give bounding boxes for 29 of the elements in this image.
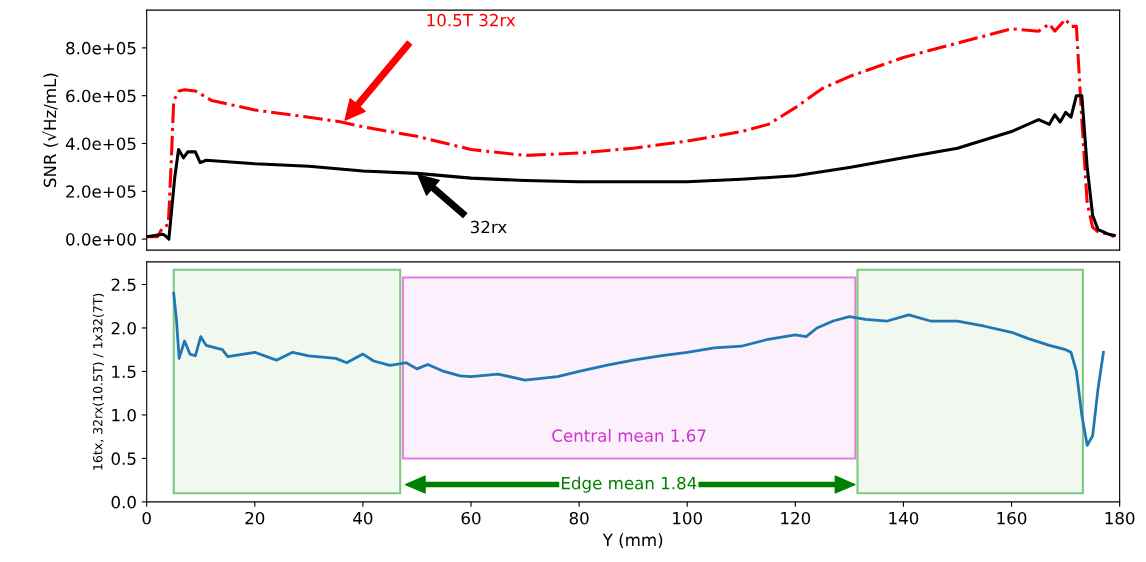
annotation: Central mean 1.67 [552, 429, 706, 442]
x-tick-label: 60 [461, 511, 481, 525]
y-tick-label: 0.0 [111, 495, 136, 509]
y-tick-label: 8.0e+05 [66, 41, 136, 55]
x-tick-label: 100 [673, 511, 703, 525]
x-tick-label: 160 [997, 511, 1027, 525]
y-tick-label: 1.5 [112, 365, 136, 379]
y-tick-label: 0.0e+00 [66, 233, 136, 246]
x-tick-label: 80 [569, 511, 589, 525]
y-tick-label: 1.0 [112, 408, 136, 422]
y-tick-label: 4.0e+05 [65, 137, 136, 151]
y-axis-title: 16tx, 32rx(10.5T) / 1x32(7T) [92, 293, 104, 470]
line-series [172, 291, 1105, 447]
annotation: 10.5T 32rx [427, 13, 516, 27]
x-tick-label: 40 [353, 511, 373, 525]
x-axis-title: Y (mm) [602, 533, 663, 549]
x-tick-label: 180 [1105, 511, 1135, 525]
y-tick-label: 2.5 [111, 278, 136, 292]
x-tick-label: 120 [781, 511, 811, 525]
x-tick-label: 20 [245, 511, 265, 525]
annotation: Edge mean 1.84 [562, 476, 697, 493]
y-tick-label: 6.0e+05 [66, 89, 136, 103]
y-tick-label: 2.0 [111, 321, 136, 335]
y-tick-label: 2.0e+05 [66, 185, 136, 198]
x-tick-label: 0 [142, 511, 151, 525]
annotation: 32rx [470, 220, 507, 234]
x-tick-label: 140 [889, 511, 919, 525]
y-axis-title: SNR (√Hz/mL) [42, 73, 59, 187]
y-tick-label: 0.5 [111, 452, 136, 465]
